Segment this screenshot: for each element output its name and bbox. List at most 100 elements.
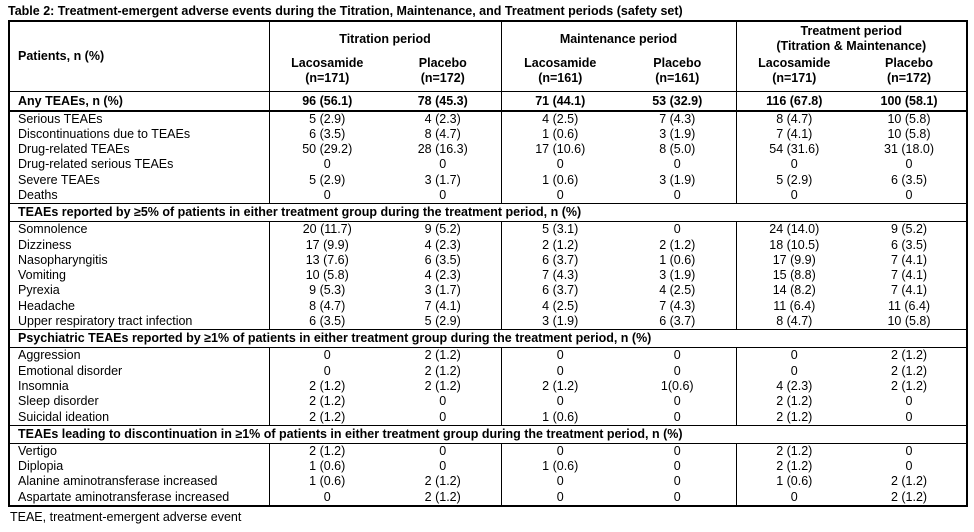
cell-value: 17 (10.6) — [500, 142, 619, 158]
cell-value: 100 (58.1) — [852, 91, 968, 112]
cell-value: 0 — [673, 222, 681, 237]
sample-size: (n=161) — [538, 71, 583, 85]
table-row: Drug-related serious TEAEs 0 0 0 0 0 0 — [9, 157, 967, 173]
cell-value: 0 — [439, 409, 447, 424]
cell-value: 8 (4.7) — [735, 314, 853, 330]
cell-value: 0 — [268, 157, 385, 173]
cell-value: 2 (1.2) — [268, 378, 385, 395]
cell-value: 7 (4.1) — [424, 298, 461, 313]
cell-value: 5 (2.9) — [268, 172, 385, 188]
cell-value: 0 — [500, 363, 619, 379]
row-label: Discontinuations due to TEAEs — [18, 126, 191, 141]
cell-value: 11 (6.4) — [735, 298, 853, 315]
cell-value: 2 (1.2) — [424, 378, 461, 393]
cell-value: 2 (1.2) — [424, 489, 461, 504]
cell-value: 3 (1.9) — [659, 172, 696, 187]
cell-value: 0 — [500, 347, 619, 364]
row-label: Alanine aminotransferase increased — [18, 474, 218, 489]
table-row: Nasopharyngitis 13 (7.6) 6 (3.5) 6 (3.7) 1 (… — [9, 252, 967, 269]
table-row: Somnolence 20 (11.7) 9 (5.2) 5 (3.1) 0 24 (14… — [9, 221, 967, 238]
cell-value: 0 — [439, 459, 447, 474]
cell-value: 7 (4.3) — [659, 111, 696, 126]
table-row: Aspartate aminotransferase increased 0 2 (… — [9, 489, 967, 507]
row-label: Emotional disorder — [18, 363, 123, 378]
table-row: Severe TEAEs 5 (2.9) 3 (1.7) 1 (0.6) 3 (1.9)… — [9, 172, 967, 188]
cell-value: 2 (1.2) — [659, 237, 696, 252]
cell-value: 3 (1.7) — [424, 172, 461, 187]
cell-value: 10 (5.8) — [268, 268, 385, 284]
cell-value: 2 (1.2) — [268, 443, 385, 460]
cell-value: 0 — [500, 443, 619, 460]
row-label: Drug-related TEAEs — [18, 142, 130, 157]
cell-value: 5 (2.9) — [268, 110, 385, 127]
cell-value: 8 (5.0) — [659, 142, 696, 157]
cell-value: 7 (4.3) — [500, 268, 619, 284]
cell-value: 2 (1.2) — [890, 378, 928, 393]
cell-value: 24 (14.0) — [735, 221, 853, 238]
cell-value: 31 (18.0) — [884, 142, 935, 157]
section-header-row: Psychiatric TEAEs reported by ≥1% of pat… — [9, 329, 968, 349]
cell-value: 0 — [735, 157, 853, 173]
cell-value: 0 — [500, 157, 619, 173]
cell-value: 0 — [673, 474, 681, 489]
cell-value: 6 (3.5) — [890, 172, 928, 187]
table-title: Table 2: Treatment-emergent adverse even… — [8, 4, 683, 18]
cell-value: 9 (5.3) — [268, 283, 385, 299]
row-label: Aspartate aminotransferase increased — [18, 489, 230, 504]
cell-value: 0 — [735, 363, 853, 379]
period-label: Maintenance period — [559, 31, 678, 46]
cell-value: 17 (9.9) — [735, 252, 853, 269]
cell-value: 6 (3.5) — [424, 252, 461, 267]
cell-value: 7 (4.1) — [735, 126, 853, 143]
column-group-treatment: Treatment period (Titration & Maintenance… — [735, 21, 968, 54]
row-label: Upper respiratory tract infection — [18, 314, 193, 329]
cell-value: 1 (0.6) — [500, 459, 619, 475]
cell-value: 2 (1.2) — [500, 378, 619, 395]
cell-value: 1 (0.6) — [268, 459, 385, 475]
period-label: Treatment period — [800, 24, 902, 38]
cell-value: 2 (1.2) — [424, 474, 461, 489]
cell-value: 2 (1.2) — [890, 348, 928, 363]
table-row: Vertigo 2 (1.2) 0 0 0 2 (1.2) 0 — [9, 443, 967, 460]
cell-value: 78 (45.3) — [385, 91, 501, 112]
sample-size: (n=161) — [655, 71, 700, 85]
cell-value: 0 — [673, 348, 681, 363]
cell-value: 1 (0.6) — [659, 252, 696, 267]
cell-value: 6 (3.7) — [500, 283, 619, 299]
cell-value: 7 (4.1) — [890, 283, 928, 298]
cell-value: 1 (0.6) — [500, 172, 619, 188]
cell-value: 8 (4.7) — [268, 298, 385, 315]
cell-value: 6 (3.5) — [268, 126, 385, 143]
cell-value: 5 (2.9) — [424, 314, 461, 329]
cell-value: 10 (5.8) — [887, 314, 931, 329]
cell-value: 11 (6.4) — [887, 298, 931, 313]
cell-value: 0 — [735, 489, 853, 507]
table-footnote: TEAE, treatment-emergent adverse event — [10, 510, 242, 525]
drug-name: Lacosamide — [758, 56, 831, 70]
table-row: Suicidal ideation 2 (1.2) 0 1 (0.6) 0 2 (1.2)… — [9, 409, 967, 426]
row-label: Deaths — [18, 187, 58, 202]
cell-value: 53 (32.9) — [619, 91, 737, 112]
cell-value: 5 (2.9) — [735, 172, 853, 188]
cell-value: 28 (16.3) — [417, 142, 468, 157]
cell-value: 2 (1.2) — [890, 489, 928, 504]
cell-value: 4 (2.3) — [424, 111, 461, 126]
cell-value: 2 (1.2) — [424, 348, 461, 363]
cell-value: 4 (2.3) — [424, 268, 461, 283]
sample-size: (n=171) — [772, 71, 817, 85]
cell-value: 54 (31.6) — [735, 142, 853, 158]
cell-value: 0 — [905, 409, 913, 424]
sample-size: (n=172) — [420, 71, 465, 85]
table-row: Dizziness 17 (9.9) 4 (2.3) 2 (1.2) 2 (1.2) 18… — [9, 237, 967, 253]
table-row: Vomiting 10 (5.8) 4 (2.3) 7 (4.3) 3 (1.9) 15 … — [9, 268, 967, 284]
cell-value: 2 (1.2) — [735, 394, 853, 410]
row-label: Diplopia — [18, 459, 64, 474]
table-row: Emotional disorder 0 2 (1.2) 0 0 0 2 (1.2) — [9, 363, 967, 379]
period-header-row: Patients, n (%) Titration period Mainten… — [9, 21, 968, 92]
cell-value: 1 (0.6) — [735, 474, 853, 490]
drug-name: Lacosamide — [524, 56, 597, 70]
cell-value: 0 — [500, 394, 619, 410]
cell-value: 0 — [673, 459, 681, 474]
row-label: Somnolence — [18, 222, 88, 237]
row-label: Serious TEAEs — [18, 111, 103, 126]
